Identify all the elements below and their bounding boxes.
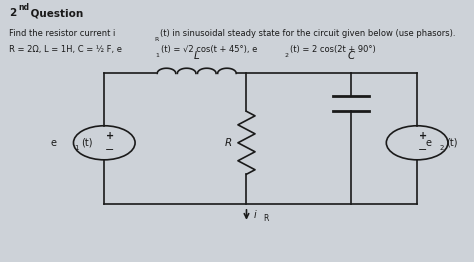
- Text: R: R: [225, 138, 232, 148]
- Text: 2: 2: [440, 145, 444, 150]
- Text: Question: Question: [27, 8, 84, 18]
- Text: i: i: [254, 210, 256, 220]
- Text: 1: 1: [155, 53, 159, 58]
- Text: C: C: [347, 51, 355, 61]
- Text: −: −: [105, 145, 115, 155]
- Text: R: R: [154, 37, 158, 42]
- Text: e: e: [426, 138, 432, 148]
- Text: (t): (t): [447, 138, 458, 148]
- Text: R: R: [264, 214, 269, 223]
- Text: (t) = √2 cos(t + 45°), e: (t) = √2 cos(t + 45°), e: [161, 45, 257, 54]
- Text: +: +: [106, 131, 114, 141]
- Text: 1: 1: [74, 145, 79, 150]
- Text: (t) = 2 cos(2t + 90°): (t) = 2 cos(2t + 90°): [290, 45, 376, 54]
- Text: L: L: [194, 51, 200, 61]
- Text: 2: 2: [9, 8, 17, 18]
- Text: −: −: [418, 145, 428, 155]
- Text: (t) in sinusoidal steady state for the circuit given below (use phasors).: (t) in sinusoidal steady state for the c…: [160, 29, 456, 38]
- Text: nd: nd: [18, 3, 29, 12]
- Text: (t): (t): [82, 138, 93, 148]
- Text: +: +: [419, 131, 427, 141]
- Text: e: e: [51, 138, 57, 148]
- Text: R = 2Ω, L = 1H, C = ½ F, e: R = 2Ω, L = 1H, C = ½ F, e: [9, 45, 122, 54]
- Text: Find the resistor current i: Find the resistor current i: [9, 29, 116, 38]
- Text: 2: 2: [284, 53, 288, 58]
